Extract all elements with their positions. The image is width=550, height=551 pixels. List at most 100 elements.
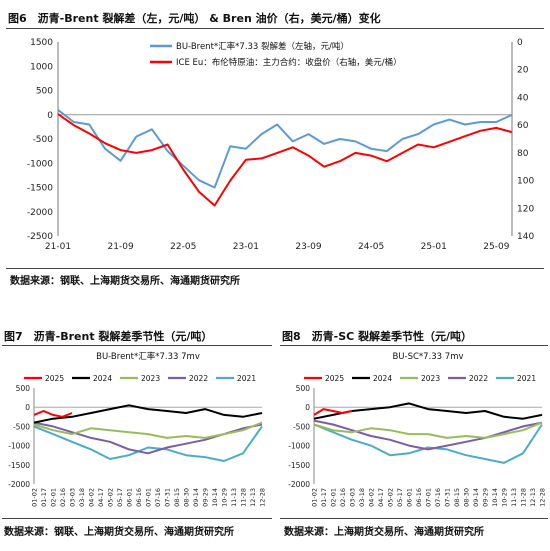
y-tick-label: -1000: [288, 442, 310, 451]
y-tick-label: 500: [296, 384, 311, 393]
x-tick-label: 21-09: [108, 242, 134, 252]
x-tick-label: 07-31: [164, 488, 172, 507]
x-tick-label: 01-17: [320, 488, 328, 507]
legend-label-2025: 2025: [45, 374, 64, 383]
x-tick-label: 10-29: [221, 488, 229, 507]
y-left-tick-label: -1000: [27, 159, 53, 169]
x-tick-label: 23-01: [233, 242, 259, 252]
legend-label-2022: 2022: [189, 374, 208, 383]
figure8-source-rule: [280, 518, 548, 519]
y-left-tick-label: -2500: [27, 232, 53, 242]
series-line-2023: [33, 421, 263, 439]
figure8-source: 数据来源：上海期货交易所、海通期货研究所: [284, 527, 484, 538]
x-tick-label: 07-01: [425, 488, 433, 507]
y-tick-label: 0: [305, 403, 310, 412]
x-tick-label: 09-29: [202, 488, 210, 507]
x-tick-label: 08-15: [173, 488, 181, 507]
y-tick-label: 0: [25, 403, 30, 412]
x-tick-label: 11-28: [520, 488, 528, 507]
y-tick-label: 500: [16, 384, 31, 393]
series-line-2025: [313, 408, 353, 416]
series-line-2022: [313, 419, 543, 451]
figure7-chart: BU-Brent*汇率*7.33 7mv 2025 2024 2023 2022 2021…: [8, 351, 267, 507]
x-tick-label: 10-29: [501, 488, 509, 507]
figure7-title: 图7 沥青-Brent 裂解差季节性（元/吨）: [4, 330, 213, 343]
y-right-tick-label: 120: [517, 204, 534, 214]
y-left-tick-label: 1500: [30, 38, 53, 48]
y-tick-label: -2000: [8, 480, 30, 489]
y-left-tick-label: 1000: [30, 62, 53, 72]
x-tick-label: 07-16: [434, 488, 442, 507]
x-tick-label: 09-29: [482, 488, 490, 507]
legend-label-2022: 2022: [469, 374, 488, 383]
x-tick-label: 05-17: [116, 488, 124, 507]
y-tick-label: -1500: [8, 461, 30, 470]
x-tick-label: 05-02: [387, 488, 395, 507]
figure8-title-rule: [280, 345, 548, 346]
y-right-tick-label: 60: [517, 121, 529, 131]
y-left-tick-label: -500: [33, 135, 54, 145]
figure7-title-rule: [2, 345, 272, 346]
x-tick-label: 06-01: [126, 488, 134, 507]
figure6-chart: 1500 1000 500 0 -500 -1000 -1500 -2000 -2500 0 20 4…: [27, 38, 535, 252]
x-tick-label: 03-18: [78, 488, 86, 507]
x-tick-label: 08-30: [183, 488, 191, 507]
y-left-tick-label: 500: [36, 87, 53, 97]
chart-subtitle: BU-Brent*汇率*7.33 7mv: [96, 351, 200, 362]
x-tick-label: 07-31: [444, 488, 452, 507]
x-tick-label: 25-09: [483, 242, 509, 252]
series-line-2021: [33, 425, 263, 462]
series-line-2024: [33, 404, 263, 424]
legend-label: ICE Eu：布伦特原油：主力合约：收盘价（右轴，美元/桶）: [176, 57, 402, 68]
x-tick-label: 25-01: [421, 242, 447, 252]
x-tick-label: 02-16: [59, 488, 67, 507]
series-line-2025: [33, 410, 73, 418]
legend-label-2023: 2023: [141, 374, 160, 383]
series-line-2023: [313, 421, 543, 439]
figure7-source: 数据来源：钢联、上海期货交易所、海通期货研究所: [4, 527, 234, 538]
x-tick-label: 12-28: [539, 488, 547, 507]
figure6-source: 数据来源：钢联、上海期货交易所、海通期货研究所: [10, 276, 240, 287]
figure8-chart: BU-SC*7.33 7mv 2025 2024 2023 2022 2021 500 0 -5…: [288, 352, 547, 507]
x-tick-label: 09-14: [192, 488, 200, 507]
legend-label-2024: 2024: [93, 374, 112, 383]
figure7-source-rule: [2, 518, 272, 519]
y-tick-label: -500: [13, 422, 30, 431]
x-tick-label: 11-13: [510, 488, 518, 507]
x-tick-label: 08-30: [463, 488, 471, 507]
y-right-tick-label: 80: [517, 149, 529, 159]
y-right-tick-label: 140: [517, 232, 534, 242]
x-tick-label: 04-17: [97, 488, 105, 507]
legend-label: BU-Brent*汇率*7.33 裂解差（左轴，元/吨）: [176, 41, 349, 52]
legend-label-2025: 2025: [325, 374, 344, 383]
x-tick-label: 06-16: [415, 488, 423, 507]
x-tick-label: 24-05: [358, 242, 384, 252]
y-tick-label: -500: [293, 422, 310, 431]
y-right-tick-label: 100: [517, 177, 534, 187]
x-tick-label: 03-18: [358, 488, 366, 507]
x-tick-label: 23-09: [295, 242, 321, 252]
x-tick-label: 04-02: [88, 488, 96, 507]
x-tick-label: 12-13: [529, 488, 537, 507]
series-line-bu-brent: [57, 109, 513, 189]
y-tick-label: -1500: [288, 461, 310, 470]
y-left-tick-label: 0: [47, 111, 53, 121]
x-tick-label: 02-01: [330, 488, 338, 507]
x-tick-label: 22-05: [170, 242, 196, 252]
x-tick-label: 11-28: [240, 488, 248, 507]
y-tick-label: -2000: [288, 480, 310, 489]
x-tick-label: 03-03: [349, 488, 357, 507]
legend-label-2021: 2021: [517, 374, 536, 383]
x-tick-label: 09-14: [472, 488, 480, 507]
series-line-2021: [313, 423, 543, 464]
figure6-source-rule: [6, 268, 544, 269]
x-tick-label: 08-15: [453, 488, 461, 507]
series-line-ice-brent: [57, 113, 513, 207]
x-tick-label: 05-17: [396, 488, 404, 507]
chart-subtitle: BU-SC*7.33 7mv: [392, 352, 463, 362]
x-tick-label: 10-14: [491, 488, 499, 507]
x-tick-label: 05-02: [107, 488, 115, 507]
y-right-tick-label: 0: [517, 38, 523, 48]
x-tick-label: 12-28: [259, 488, 267, 507]
legend-label-2023: 2023: [421, 374, 440, 383]
